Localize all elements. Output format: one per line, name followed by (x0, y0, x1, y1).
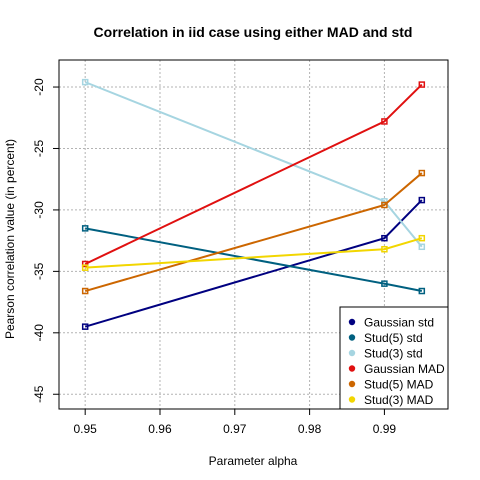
x-axis-label: Parameter alpha (209, 454, 298, 468)
legend-label: Stud(3) MAD (364, 393, 434, 407)
legend-label: Stud(5) MAD (364, 378, 434, 392)
axes: 0.95 0.96 0.97 0.98 0.99 -45 -40 -35 -30 -25 -20 (32, 78, 396, 436)
y-tick-label: -20 (32, 78, 46, 96)
y-tick-label: -35 (32, 262, 46, 280)
y-axis-label: Pearson correlation value (in percent) (3, 139, 17, 339)
legend-label: Stud(5) std (364, 331, 423, 345)
legend-marker (348, 349, 356, 357)
data-point (81, 260, 89, 268)
y-tick-label: -45 (32, 385, 46, 403)
series-line (84, 199, 423, 328)
legend-marker (348, 334, 356, 341)
legend-label: Gaussian MAD (364, 362, 445, 376)
plot-frame (58, 59, 449, 410)
data-point (418, 243, 426, 251)
x-tick-label: 0.98 (298, 422, 322, 436)
data-point (81, 287, 89, 295)
data-point (418, 234, 426, 242)
data-point (418, 81, 426, 88)
series-line (85, 227, 423, 293)
series-line (84, 83, 423, 265)
y-tick-label: -30 (32, 201, 46, 219)
legend-box (339, 306, 449, 410)
x-tick-label: 0.95 (74, 422, 98, 436)
data-point (81, 78, 89, 86)
legend-marker (348, 396, 356, 403)
y-tick-label: -25 (32, 139, 46, 157)
chart-title: Correlation in iid case using either MAD… (94, 24, 413, 40)
data-point (381, 280, 388, 287)
legend-label: Stud(3) std (364, 347, 423, 361)
x-tick-label: 0.97 (223, 422, 247, 436)
data-point (81, 323, 89, 330)
x-tick-label: 0.96 (148, 422, 172, 436)
data-point (418, 196, 426, 204)
y-tick-label: -40 (32, 324, 46, 342)
legend-marker (348, 380, 356, 388)
data-point (418, 169, 426, 177)
legend-marker (348, 318, 356, 326)
legend-label: Gaussian std (364, 316, 434, 330)
data-point (418, 287, 426, 295)
data-point (81, 264, 89, 271)
series-line (84, 81, 423, 248)
data-point (381, 234, 388, 242)
x-tick-label: 0.99 (373, 422, 397, 436)
series-group (81, 78, 426, 330)
legend-marker (348, 365, 356, 372)
data-point (381, 245, 388, 253)
data-point (381, 118, 388, 125)
data-point (381, 201, 388, 209)
data-point (81, 225, 89, 232)
series-line (85, 237, 423, 269)
